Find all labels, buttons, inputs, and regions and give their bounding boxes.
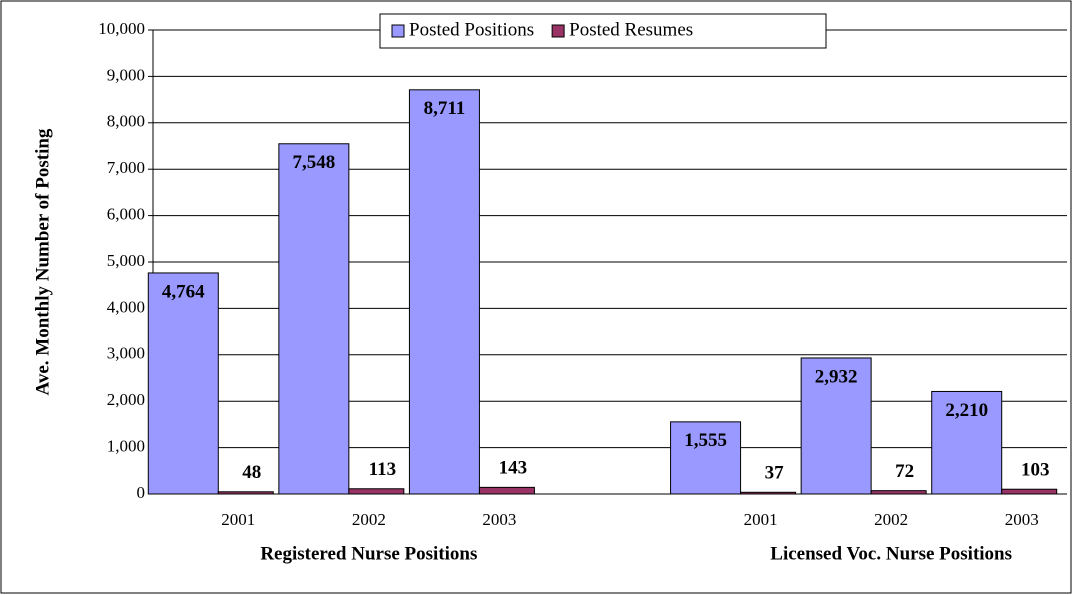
- bar: [278, 143, 350, 495]
- x-tick-label: 2001: [744, 510, 778, 529]
- bar: [931, 390, 1003, 495]
- data-label: 37: [765, 463, 785, 484]
- data-label: 2,932: [815, 366, 858, 387]
- y-tick-label: 7,000: [107, 158, 145, 177]
- bar: [348, 488, 405, 495]
- legend-label: Posted Resumes: [569, 19, 693, 40]
- data-label: 8,711: [424, 98, 466, 119]
- data-label: 48: [242, 462, 261, 483]
- data-label: 103: [1021, 460, 1050, 481]
- bar: [740, 491, 797, 495]
- legend-swatch: [391, 24, 405, 38]
- x-tick-label: 2001: [221, 510, 255, 529]
- y-tick-label: 8,000: [107, 112, 145, 131]
- x-tick-label: 2003: [482, 510, 516, 529]
- bar: [800, 357, 872, 495]
- data-label: 1,555: [684, 430, 727, 451]
- group-label: Licensed Voc. Nurse Positions: [770, 543, 1012, 564]
- data-label: 4,764: [162, 281, 205, 302]
- y-tick-label: 3,000: [107, 344, 145, 363]
- group-label: Registered Nurse Positions: [260, 543, 477, 564]
- data-label: 113: [369, 459, 396, 480]
- x-tick-label: 2003: [1005, 510, 1039, 529]
- y-tick-label: 0: [137, 483, 146, 502]
- y-axis-label: Ave. Monthly Number of Posting: [32, 128, 53, 395]
- data-label: 2,210: [945, 400, 988, 421]
- data-label: 7,548: [292, 152, 335, 173]
- legend-swatch: [551, 24, 565, 38]
- bar: [670, 421, 742, 495]
- x-tick-label: 2002: [874, 510, 908, 529]
- bar: [870, 490, 927, 495]
- y-tick-label: 6,000: [107, 205, 145, 224]
- legend-label: Posted Positions: [409, 19, 534, 40]
- y-tick-label: 10,000: [98, 19, 145, 38]
- legend-box: [379, 13, 827, 49]
- bar: [147, 272, 219, 495]
- y-tick-label: 2,000: [107, 390, 145, 409]
- y-tick-label: 5,000: [107, 251, 145, 270]
- x-tick-label: 2002: [352, 510, 386, 529]
- bar: [217, 491, 274, 495]
- y-tick-label: 9,000: [107, 65, 145, 84]
- y-tick-label: 1,000: [107, 437, 145, 456]
- y-tick-label: 4,000: [107, 297, 145, 316]
- bar: [478, 486, 535, 495]
- bar: [408, 89, 480, 495]
- data-label: 143: [499, 458, 528, 479]
- data-label: 72: [895, 461, 914, 482]
- bar: [1001, 488, 1058, 495]
